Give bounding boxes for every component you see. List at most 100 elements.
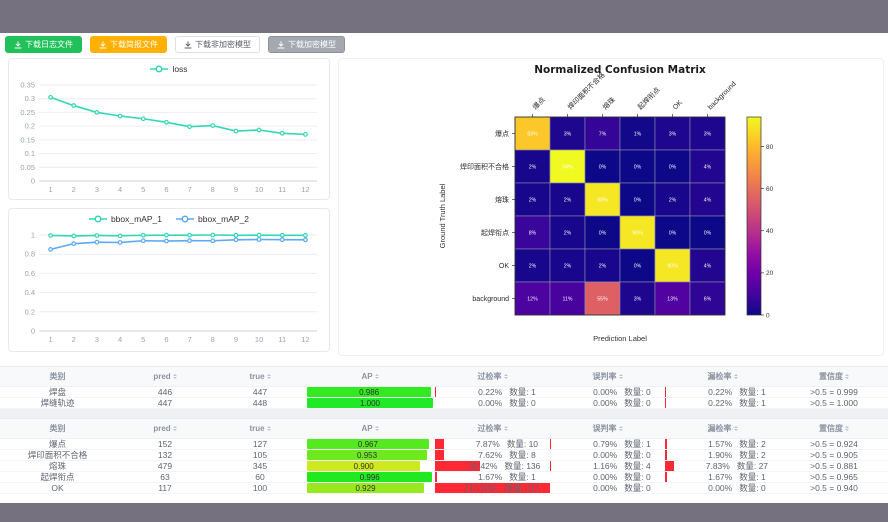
sort-icon[interactable]: [618, 374, 623, 379]
class-name-cell: 起焊衔点: [40, 472, 75, 482]
svg-text:90%: 90%: [597, 198, 608, 204]
svg-text:12: 12: [301, 335, 309, 344]
rate-count: 数量: 0: [739, 483, 766, 493]
sort-icon[interactable]: [733, 426, 738, 431]
column-header-2[interactable]: true: [215, 419, 305, 438]
rate-count: 数量: 0: [509, 398, 536, 408]
rate-percent: 1.16%: [593, 461, 618, 471]
svg-text:4: 4: [118, 335, 122, 344]
download-report-button[interactable]: 下载简报文件: [90, 36, 167, 53]
sort-icon[interactable]: [845, 374, 849, 379]
sort-icon[interactable]: [172, 426, 177, 431]
download-log-label: 下载日志文件: [25, 39, 73, 49]
column-header-1[interactable]: pred: [115, 419, 215, 438]
download-encrypted-model-button[interactable]: 下载加密模型: [268, 36, 345, 53]
svg-text:Prediction Label: Prediction Label: [593, 334, 647, 343]
sort-icon[interactable]: [374, 426, 379, 431]
svg-text:3%: 3%: [704, 132, 712, 138]
download-unencrypted-model-button[interactable]: 下载非加密模型: [175, 36, 260, 53]
svg-text:0.15: 0.15: [20, 135, 35, 144]
miss-rate-cell: 1.57% 数量: 2: [665, 439, 780, 449]
table-header-row: 类别 pred true AP 过检率 误判率 漏检率 置信度: [0, 367, 888, 387]
rate-percent: 1.90%: [708, 450, 733, 460]
svg-text:0.8: 0.8: [25, 250, 35, 259]
ap-bar: 0.996: [307, 472, 433, 482]
svg-text:6: 6: [164, 185, 168, 194]
over-detect-rate-cell: 117.00% 数量: 117: [435, 483, 550, 493]
pred-count-cell: 479: [157, 461, 173, 471]
column-header-3[interactable]: AP: [305, 419, 435, 438]
rate-count: 数量: 136: [504, 461, 541, 471]
miss-rate-cell: 1.67% 数量: 1: [665, 472, 780, 482]
svg-text:20: 20: [766, 270, 774, 277]
column-header-0: 类别: [0, 367, 115, 386]
sort-icon[interactable]: [172, 374, 177, 379]
svg-text:3: 3: [95, 335, 99, 344]
sort-icon[interactable]: [845, 426, 849, 431]
true-count-cell: 447: [252, 387, 268, 397]
legend-item-bbox_mAP_1[interactable]: bbox_mAP_1: [88, 214, 162, 224]
loss-chart-card: loss 0 0.05 0.1 0.15 0.2 0.25 0.3 0.35 1 2 3 4 5 6 7 8 9…: [8, 58, 330, 200]
svg-text:0%: 0%: [669, 165, 677, 171]
confidence-cell: >0.5 = 0.881: [810, 461, 858, 471]
download-encrypted-model-label: 下载加密模型: [288, 39, 336, 49]
column-header-1[interactable]: pred: [115, 367, 215, 386]
table-row: 焊盘 446 447 0.986 0.22% 数量: 1 0.00% 数量: 0 0.22% 数量…: [0, 387, 888, 398]
rate-percent: 39.42%: [468, 461, 498, 471]
download-log-button[interactable]: 下载日志文件: [5, 36, 82, 53]
svg-text:0.35: 0.35: [20, 81, 35, 90]
rate-percent: 7.62%: [478, 450, 503, 460]
rate-bar: [435, 387, 436, 397]
sort-icon[interactable]: [733, 374, 738, 379]
column-header-label: pred: [153, 424, 171, 433]
sort-icon[interactable]: [618, 426, 623, 431]
column-header-4[interactable]: 过检率: [435, 367, 550, 386]
column-header-7[interactable]: 置信度: [780, 367, 888, 386]
download-icon: [14, 40, 22, 49]
legend-item-loss[interactable]: loss: [150, 64, 188, 74]
map-chart: 00.20.40.60.811 2 3 4 5 6 7 8 9 10 11 12: [25, 231, 317, 344]
svg-text:6: 6: [164, 335, 168, 344]
rate-count: 数量: 1: [739, 398, 766, 408]
table-divider: [0, 409, 888, 419]
svg-text:熔珠: 熔珠: [495, 195, 509, 204]
ap-bar: 0.929: [307, 483, 425, 493]
column-header-2[interactable]: true: [215, 367, 305, 386]
map-chart-legend: bbox_mAP_1 bbox_mAP_2: [9, 209, 329, 229]
rate-percent: 1.57%: [708, 439, 733, 449]
false-positive-rate-cell: 0.00% 数量: 0: [550, 450, 665, 460]
svg-text:0%: 0%: [599, 231, 607, 237]
sort-icon[interactable]: [266, 426, 271, 431]
sort-icon[interactable]: [503, 374, 508, 379]
svg-text:11: 11: [278, 185, 286, 194]
sort-icon[interactable]: [374, 374, 379, 379]
svg-text:OK: OK: [499, 263, 509, 270]
confidence-cell: >0.5 = 0.905: [810, 450, 858, 460]
column-header-3[interactable]: AP: [305, 367, 435, 386]
column-header-6[interactable]: 漏检率: [665, 367, 780, 386]
svg-text:8%: 8%: [529, 231, 537, 237]
rate-bar: [435, 472, 437, 482]
svg-text:9: 9: [234, 185, 238, 194]
column-header-6[interactable]: 漏检率: [665, 419, 780, 438]
legend-item-bbox_mAP_2[interactable]: bbox_mAP_2: [176, 214, 249, 224]
rate-percent: 0.22%: [708, 398, 733, 408]
sort-icon[interactable]: [503, 426, 508, 431]
svg-text:11%: 11%: [563, 297, 573, 303]
column-header-7[interactable]: 置信度: [780, 419, 888, 438]
class-name-cell: 焊印面积不合格: [27, 450, 88, 460]
table-row: 熔珠 479 345 0.900 39.42% 数量: 136 1.16% 数量: 4 7.83…: [0, 461, 888, 472]
rate-bar: [665, 472, 667, 482]
column-header-5[interactable]: 误判率: [550, 367, 665, 386]
svg-text:2%: 2%: [564, 198, 572, 204]
false-positive-rate-cell: 1.16% 数量: 4: [550, 461, 665, 471]
svg-text:2%: 2%: [564, 231, 572, 237]
svg-text:2%: 2%: [529, 165, 537, 171]
sort-icon[interactable]: [266, 374, 271, 379]
svg-text:2%: 2%: [599, 264, 607, 270]
column-header-5[interactable]: 误判率: [550, 419, 665, 438]
column-header-4[interactable]: 过检率: [435, 419, 550, 438]
table-row: 焊印面积不合格 132 105 0.953 7.62% 数量: 8 0.00% 数量: 0 1.…: [0, 450, 888, 461]
rate-percent: 0.79%: [593, 439, 618, 449]
svg-text:0%: 0%: [704, 231, 712, 237]
